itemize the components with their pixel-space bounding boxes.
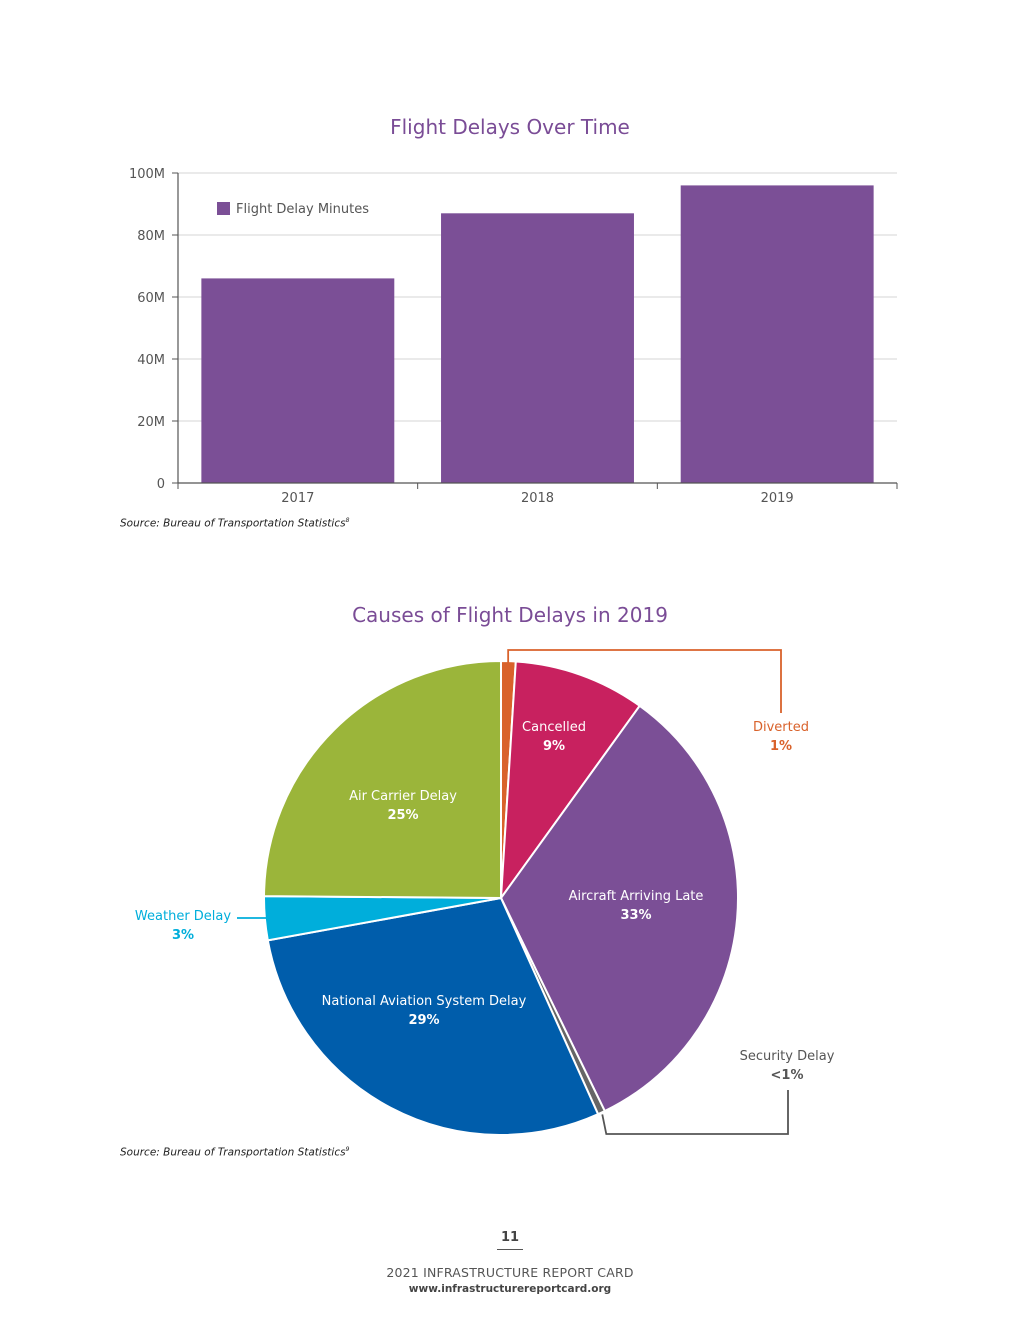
bar-2017	[201, 278, 395, 483]
page-number: 11	[500, 1230, 520, 1245]
page-number-rule	[497, 1249, 523, 1250]
pie-label-security: Security Delay	[740, 1049, 835, 1064]
pie-chart-source: Source: Bureau of Transportation Statist…	[120, 1146, 349, 1159]
pie-value-diverted: 1%	[770, 739, 792, 754]
legend-swatch	[217, 202, 230, 215]
report-title: 2021 INFRASTRUCTURE REPORT CARD	[386, 1265, 634, 1280]
pie-label-air_carrier: Air Carrier Delay	[349, 789, 457, 804]
legend-label: Flight Delay Minutes	[236, 202, 369, 217]
pie-label-cancelled: Cancelled	[522, 720, 586, 735]
pie-chart-title: Causes of Flight Delays in 2019	[352, 603, 668, 627]
pie-value-cancelled: 9%	[543, 739, 565, 754]
pie-label-diverted: Diverted	[753, 720, 809, 735]
y-tick-label: 20M	[137, 415, 165, 430]
pie-value-nas: 29%	[408, 1013, 439, 1028]
leader-line-security	[601, 1090, 789, 1135]
bar-2018	[441, 213, 634, 484]
pie-value-security: <1%	[771, 1068, 804, 1083]
bar-source-note: 8	[345, 517, 350, 524]
pie-source-note: 9	[345, 1146, 350, 1153]
pie-label-aircraft_late: Aircraft Arriving Late	[569, 889, 704, 904]
bar-chart: 0 20M 40M 60M 80M 100M 2017 2018 2019 Flight Dela…	[129, 167, 898, 506]
x-tick-label: 2018	[521, 491, 554, 506]
pie-value-weather: 3%	[172, 928, 194, 943]
pie-source-text: Source: Bureau of Transportation Statist…	[120, 1146, 346, 1159]
y-tick-label: 0	[157, 477, 165, 492]
leader-line-diverted	[507, 649, 782, 713]
report-url[interactable]: www.infrastructurereportcard.org	[408, 1283, 612, 1295]
y-tick-label: 80M	[137, 229, 165, 244]
bar-2019	[680, 185, 874, 483]
bar-chart-source: Source: Bureau of Transportation Statist…	[120, 517, 349, 530]
y-tick-label: 40M	[137, 353, 165, 368]
pie-value-aircraft_late: 33%	[620, 908, 651, 923]
x-tick-label: 2017	[281, 491, 314, 506]
pie-label-nas: National Aviation System Delay	[322, 994, 527, 1009]
y-tick-label: 60M	[137, 291, 165, 306]
pie-slice-nas	[266, 896, 600, 1136]
pie-slice-air_carrier	[262, 659, 502, 900]
pie-slice-cancelled	[499, 660, 642, 902]
x-tick-label: 2019	[761, 491, 794, 506]
bar-chart-title: Flight Delays Over Time	[390, 115, 630, 139]
y-tick-label: 100M	[129, 167, 165, 182]
pie-label-weather: Weather Delay	[135, 909, 231, 924]
bar-source-text: Source: Bureau of Transportation Statist…	[120, 517, 346, 530]
pie-chart: Cancelled 9% Aircraft Arriving Late 33% Nati…	[135, 649, 835, 1136]
pie-value-air_carrier: 25%	[387, 808, 418, 823]
pie-slice-aircraft_late	[499, 704, 739, 1113]
